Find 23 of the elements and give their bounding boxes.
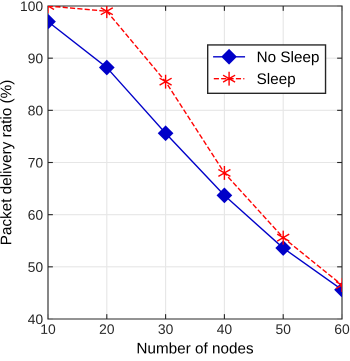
- x-tick-label: 40: [216, 324, 232, 334]
- y-tick-label: 80: [28, 106, 43, 116]
- point: [158, 74, 172, 90]
- x-tick-label: 30: [158, 324, 173, 334]
- y-tick-label: 70: [28, 158, 43, 168]
- x-axis-title: Number of nodes: [138, 342, 254, 354]
- x-tick-label: 50: [276, 324, 290, 334]
- legend-label: Sleep: [257, 72, 296, 88]
- y-tick-label: 90: [28, 54, 43, 64]
- point: [99, 60, 114, 76]
- y-tick-label: 50: [28, 262, 43, 272]
- y-tick-label: 60: [28, 210, 43, 220]
- x-tick-label: 60: [334, 324, 350, 334]
- x-tick-label: 20: [100, 324, 114, 334]
- legend-label: No Sleep: [258, 51, 319, 66]
- point: [100, 6, 114, 19]
- y-axis-title: Packet delivery ratio (%): [0, 80, 14, 244]
- point: [218, 165, 232, 181]
- point: [216, 188, 232, 203]
- point: [158, 126, 174, 141]
- y-tick-label: 40: [28, 314, 43, 324]
- y-tick-label: 100: [21, 1, 43, 12]
- x-tick-label: 10: [41, 324, 56, 334]
